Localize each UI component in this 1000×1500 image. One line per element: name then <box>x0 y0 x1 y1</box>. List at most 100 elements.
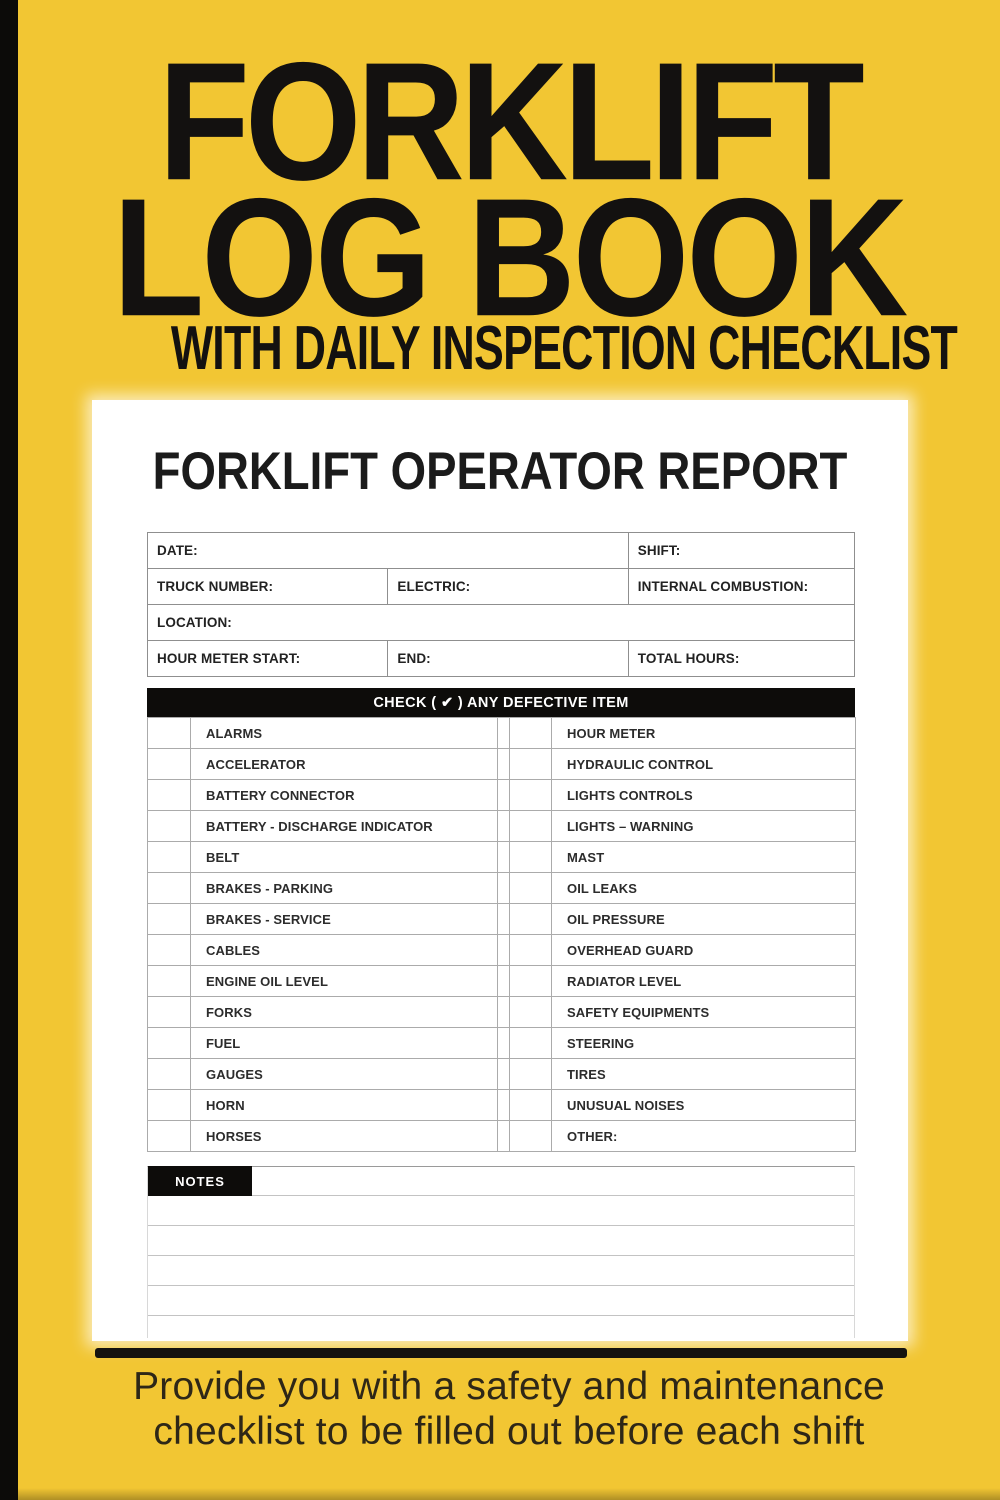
info-row-date-shift: DATE: SHIFT: <box>147 532 856 569</box>
checklist-item-label: HOUR METER <box>551 717 856 749</box>
checklist-item-label: OIL PRESSURE <box>551 903 856 935</box>
checklist-row: GAUGES TIRES <box>147 1058 856 1090</box>
checklist-item-label: MAST <box>551 841 856 873</box>
internal-combustion-field-label: INTERNAL COMBUSTION: <box>627 568 856 605</box>
column-spacer <box>497 1027 510 1059</box>
checklist-item-label: ENGINE OIL LEVEL <box>190 965 498 997</box>
column-spacer <box>497 810 510 842</box>
column-spacer <box>497 872 510 904</box>
truck-number-field-label: TRUCK NUMBER: <box>146 568 389 605</box>
checklist-item-label: CABLES <box>190 934 498 966</box>
defect-checkbox-cell <box>147 1089 191 1121</box>
operator-info-table: DATE: SHIFT: TRUCK NUMBER: ELECTRIC: INT… <box>146 532 856 677</box>
defect-checkbox-cell <box>147 717 191 749</box>
checklist-item-label: LIGHTS – WARNING <box>551 810 856 842</box>
column-spacer <box>497 965 510 997</box>
date-field-label: DATE: <box>147 532 629 569</box>
tagline: Provide you with a safety and maintenanc… <box>18 1364 1000 1454</box>
checklist-row: ENGINE OIL LEVEL RADIATOR LEVEL <box>147 965 856 997</box>
column-spacer <box>497 779 510 811</box>
defect-checkbox-cell <box>509 748 552 780</box>
checklist-item-label: OIL LEAKS <box>551 872 856 904</box>
defect-checkbox-cell <box>147 872 191 904</box>
tagline-line2: checklist to be filled out before each s… <box>153 1410 865 1453</box>
column-spacer <box>497 841 510 873</box>
hour-meter-start-field-label: HOUR METER START: <box>146 640 389 677</box>
notes-label: NOTES <box>148 1166 252 1196</box>
checklist-item-label: HORN <box>190 1089 498 1121</box>
checklist-item-label: OTHER: <box>551 1120 856 1152</box>
check-defective-header-bar: CHECK ( ✔ ) ANY DEFECTIVE ITEM <box>147 688 855 717</box>
defect-checkbox-cell <box>147 810 191 842</box>
tagline-line1: Provide you with a safety and maintenanc… <box>133 1365 885 1408</box>
defect-checkbox-cell <box>147 841 191 873</box>
defect-checkbox-cell <box>147 903 191 935</box>
defect-checkbox-cell <box>509 965 552 997</box>
column-spacer <box>497 717 510 749</box>
shift-field-label: SHIFT: <box>627 532 856 569</box>
defect-checkbox-cell <box>509 717 552 749</box>
total-hours-field-label: TOTAL HOURS: <box>627 640 856 677</box>
defect-checkbox-cell <box>509 779 552 811</box>
divider-rule <box>95 1348 907 1358</box>
checklist-row: BATTERY - DISCHARGE INDICATOR LIGHTS – W… <box>147 810 856 842</box>
checklist-row: FUEL STEERING <box>147 1027 856 1059</box>
checklist-item-label: OVERHEAD GUARD <box>551 934 856 966</box>
checklist-row: BRAKES - SERVICE OIL PRESSURE <box>147 903 856 935</box>
checklist-item-label: BATTERY - DISCHARGE INDICATOR <box>190 810 498 842</box>
checklist-item-label: LIGHTS CONTROLS <box>551 779 856 811</box>
info-row-hours: HOUR METER START: END: TOTAL HOURS: <box>146 640 856 677</box>
notes-line <box>148 1286 854 1316</box>
checklist-row: BATTERY CONNECTOR LIGHTS CONTROLS <box>147 779 856 811</box>
defect-checkbox-cell <box>147 1120 191 1152</box>
checklist-item-label: UNUSUAL NOISES <box>551 1089 856 1121</box>
electric-field-label: ELECTRIC: <box>387 568 629 605</box>
defect-checkbox-cell <box>147 965 191 997</box>
column-spacer <box>497 934 510 966</box>
book-spine-edge <box>0 0 18 1500</box>
defect-checkbox-cell <box>509 934 552 966</box>
defect-checkbox-cell <box>509 1027 552 1059</box>
location-field-label: LOCATION: <box>147 604 855 641</box>
checklist-item-label: ACCELERATOR <box>190 748 498 780</box>
defect-checkbox-cell <box>509 1120 552 1152</box>
checklist-item-label: ALARMS <box>190 717 498 749</box>
checklist-item-label: FORKS <box>190 996 498 1028</box>
checklist-row: HORSES OTHER: <box>147 1120 856 1152</box>
defect-checkbox-cell <box>509 810 552 842</box>
info-row-location: LOCATION: <box>147 604 855 641</box>
defect-checkbox-cell <box>147 748 191 780</box>
checklist-item-label: BRAKES - SERVICE <box>190 903 498 935</box>
checklist-item-label: SAFETY EQUIPMENTS <box>551 996 856 1028</box>
checklist-row: ALARMS HOUR METER <box>147 717 856 749</box>
checklist-item-label: HYDRAULIC CONTROL <box>551 748 856 780</box>
checklist-item-label: BELT <box>190 841 498 873</box>
book-subtitle-wrap: WITH DAILY INSPECTION CHECKLIST <box>18 318 1000 380</box>
checklist-item-label: BATTERY CONNECTOR <box>190 779 498 811</box>
checklist-item-label: TIRES <box>551 1058 856 1090</box>
checklist-item-label: RADIATOR LEVEL <box>551 965 856 997</box>
column-spacer <box>497 996 510 1028</box>
book-title-line1: FORKLIFT <box>158 26 865 216</box>
checklist-item-label: GAUGES <box>190 1058 498 1090</box>
notes-section: NOTES <box>147 1166 855 1338</box>
checklist-row: HORN UNUSUAL NOISES <box>147 1089 856 1121</box>
book-title-line2: LOG BOOK <box>112 162 909 352</box>
defect-checkbox-cell <box>509 872 552 904</box>
book-subtitle: WITH DAILY INSPECTION CHECKLIST <box>170 314 958 383</box>
checklist-row: CABLES OVERHEAD GUARD <box>147 934 856 966</box>
defect-checkbox-cell <box>147 1058 191 1090</box>
checklist-row: FORKS SAFETY EQUIPMENTS <box>147 996 856 1028</box>
report-heading: FORKLIFT OPERATOR REPORT <box>152 442 848 501</box>
column-spacer <box>497 1058 510 1090</box>
defect-checkbox-cell <box>509 841 552 873</box>
defect-checkbox-cell <box>147 934 191 966</box>
column-spacer <box>497 903 510 935</box>
notes-line <box>148 1226 854 1256</box>
defect-checkbox-cell <box>509 996 552 1028</box>
checklist-row: BELT MAST <box>147 841 856 873</box>
column-spacer <box>497 1120 510 1152</box>
column-spacer <box>497 748 510 780</box>
report-page: FORKLIFT OPERATOR REPORT DATE: SHIFT: TR… <box>92 400 908 1341</box>
